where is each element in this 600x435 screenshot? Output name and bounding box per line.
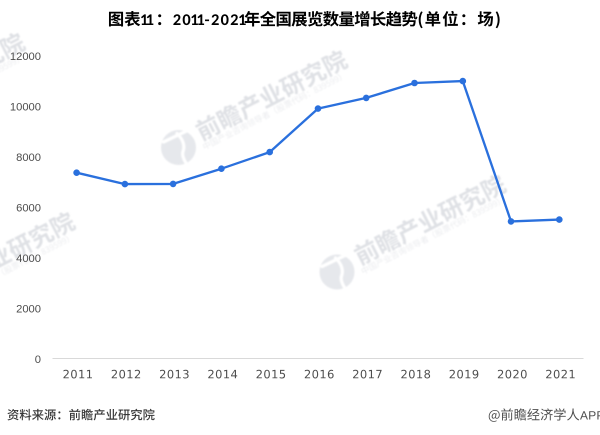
svg-text:12000: 12000 (10, 51, 41, 63)
svg-text:4000: 4000 (16, 253, 41, 265)
svg-text:6000: 6000 (16, 203, 41, 215)
svg-text:2000: 2000 (16, 303, 41, 315)
svg-text:0: 0 (35, 354, 41, 366)
svg-text:10000: 10000 (10, 102, 41, 114)
svg-text:8000: 8000 (16, 152, 41, 164)
